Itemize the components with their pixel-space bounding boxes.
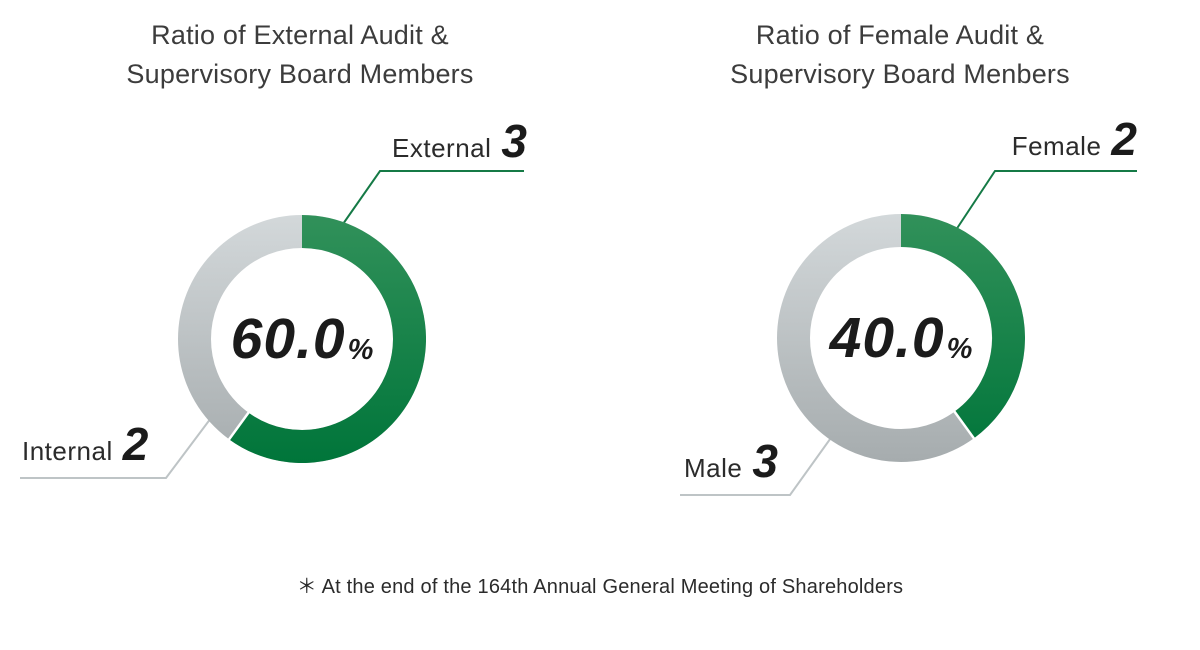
male-callout-label: Male 3 bbox=[684, 438, 778, 484]
internal-label: Internal bbox=[22, 436, 113, 466]
male-count: 3 bbox=[752, 435, 778, 487]
female-label: Female bbox=[1011, 131, 1102, 161]
donut-highlight-segment bbox=[229, 215, 426, 463]
right-chart-title-line2: Supervisory Board Menbers bbox=[730, 59, 1070, 89]
footnote: ＊ At the end of the 164th Annual General… bbox=[296, 576, 904, 598]
left-donut-percent-sign: % bbox=[347, 333, 374, 366]
female-count: 2 bbox=[1111, 113, 1137, 165]
left-chart-title-line2: Supervisory Board Members bbox=[126, 59, 474, 89]
left-chart-title-line1: Ratio of External Audit & bbox=[151, 20, 449, 50]
internal-count: 2 bbox=[122, 418, 149, 470]
segment-divider bbox=[952, 409, 977, 441]
male-label: Male bbox=[684, 453, 743, 483]
right-donut-percent-sign: % bbox=[946, 332, 973, 365]
external-count: 3 bbox=[501, 115, 527, 167]
external-ratio-donut-svg bbox=[178, 215, 426, 463]
female-ratio-donut-svg bbox=[777, 214, 1025, 462]
right-chart-title-line1: Ratio of Female Audit & bbox=[755, 20, 1045, 50]
right-chart-title: Ratio of Female Audit & Supervisory Boar… bbox=[600, 16, 1200, 94]
right-donut-center-label: 40.0 % bbox=[777, 214, 1025, 462]
segment-divider bbox=[226, 410, 251, 442]
left-donut-center-label: 60.0 % bbox=[178, 215, 426, 463]
female-ratio-donut: 40.0 % bbox=[777, 214, 1025, 462]
internal-callout-label: Internal 2 bbox=[22, 421, 148, 467]
external-label: External bbox=[392, 133, 492, 163]
external-callout-label: External 3 bbox=[392, 118, 527, 164]
female-callout-label: Female 2 bbox=[1012, 116, 1137, 162]
left-chart-title: Ratio of External Audit & Supervisory Bo… bbox=[0, 16, 600, 94]
donut-highlight-segment bbox=[900, 214, 1025, 439]
external-ratio-donut: 60.0 % bbox=[178, 215, 426, 463]
right-donut-percent-value: 40.0 bbox=[829, 305, 945, 370]
left-donut-percent-value: 60.0 bbox=[230, 306, 346, 371]
